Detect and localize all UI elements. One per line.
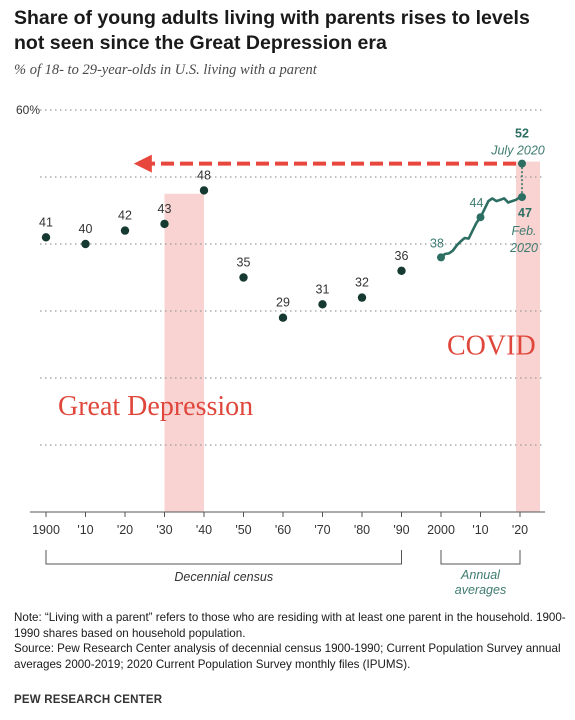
x-axis-tick-label: '30 [156,523,172,537]
x-axis-tick-label: 1900 [32,523,60,537]
july-2020-point [518,159,526,168]
brand-label: PEW RESEARCH CENTER [14,694,163,706]
census-point-label: 32 [355,276,369,290]
census-point [239,273,248,282]
feb-2020-value: 47 [518,206,532,220]
x-axis-tick-label: '70 [314,523,330,537]
chart-plot-area: 60% 1900 '10 '20 '30 '40 '50 '60 '70 '80 '90 2000 '1… [16,103,545,597]
census-point [160,219,169,229]
annual-point-label: 38 [430,236,444,250]
arrow-head [133,154,152,173]
feb-2020-sublabel: 2020 [509,241,538,255]
census-point [41,233,51,242]
decennial-bracket-label: Decennial census [174,570,273,584]
y-axis-tick-label: 60% [16,103,40,117]
census-point-label: 35 [237,256,251,270]
great-depression-shade [164,193,204,512]
census-point [120,226,130,235]
x-axis-tick-label: '40 [196,523,212,537]
census-point-label: 29 [276,296,290,310]
census-point [278,313,288,322]
census-point [357,293,367,302]
census-point [397,266,406,275]
july-2020-sublabel: July 2020 [490,144,545,158]
census-point-label: 40 [79,222,93,236]
census-point [318,300,327,309]
x-axis-tick-label: '80 [354,523,370,537]
great-depression-label: Great Depression [58,391,253,422]
x-axis-tick-label: '10 [472,523,488,537]
x-axis-tick-label: '20 [117,523,133,537]
annual-bracket-label-line2: averages [455,583,506,597]
chart-title: Share of young adults living with parent… [14,7,530,54]
census-point-label: 43 [158,202,172,216]
source-text: Source: Pew Research Center analysis of … [14,642,561,671]
annual-point-label: 44 [470,196,484,210]
x-axis-tick-label: '60 [275,523,291,537]
census-point-label: 36 [395,249,409,263]
census-point-label: 48 [197,168,211,182]
feb-2020-sublabel: Feb. [511,224,536,238]
footer-notes: Note: “Living with a parent” refers to t… [14,610,570,672]
x-axis-tick-label: 2000 [427,523,455,537]
x-axis-tick-label: '90 [393,523,409,537]
census-point [81,239,90,249]
chart-subtitle: % of 18- to 29-year-olds in U.S. living … [14,62,317,78]
census-point-label: 41 [39,215,53,229]
census-point [199,186,209,195]
census-point-label: 42 [118,209,132,223]
x-axis-tick-label: '20 [512,523,528,537]
covid-shade [516,161,540,512]
annual-bracket [440,550,521,565]
annual-point [437,253,445,262]
annual-bracket-label-line1: Annual [460,568,501,582]
census-point-label: 31 [316,282,330,296]
note-text: Note: “Living with a parent” refers to t… [14,611,566,640]
annual-point [476,213,485,222]
x-axis-tick-label: '10 [77,523,93,537]
covid-label: COVID [447,331,536,362]
x-axis-tick-label: '50 [235,523,251,537]
feb-2020-point [518,193,526,202]
decennial-bracket [45,550,402,565]
july-2020-value: 52 [515,127,529,141]
